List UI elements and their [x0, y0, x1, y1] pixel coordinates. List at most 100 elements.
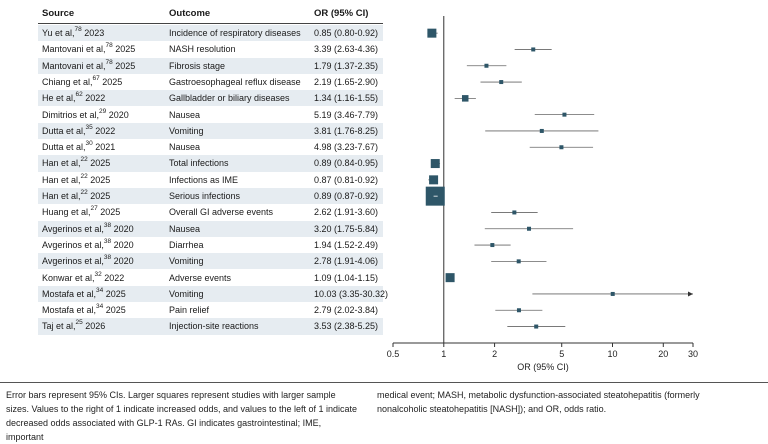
row-year: 2021 — [92, 142, 116, 153]
point-estimate — [429, 175, 439, 185]
row-author: Dutta et al, — [42, 142, 86, 153]
row-outcome: Overall GI adverse events — [169, 207, 274, 218]
row-author: Mostafa et al, — [42, 305, 97, 316]
row-year: 2025 — [99, 76, 123, 87]
x-tick-label: 0.5 — [387, 349, 400, 359]
row-author: Huang et al, — [42, 207, 91, 218]
row-or-ci: 0.89 (0.87-0.92) — [314, 191, 379, 201]
row-year: 2022 — [101, 272, 125, 283]
row-author: Han et al, — [42, 158, 81, 169]
row-outcome: Fibrosis stage — [169, 60, 226, 71]
row-source: Chiang et al,67 2025 — [42, 74, 122, 90]
header-or: OR (95% CI) — [314, 8, 369, 19]
table-row: He et al,62 2022 Gallbladder or biliary d… — [38, 90, 383, 107]
row-reference: 38 — [103, 254, 112, 262]
row-source: Konwar et al,32 2022 — [42, 270, 124, 286]
row-reference: 22 — [80, 156, 88, 164]
row-author: Yu et al, — [42, 28, 75, 38]
point-estimate — [445, 273, 455, 283]
row-or-ci: 1.09 (1.04-1.15) — [314, 272, 379, 283]
header-outcome: Outcome — [169, 8, 211, 19]
table-row: Yu et al,78 2023 Incidence of respiratory… — [38, 25, 383, 42]
row-outcome: Injection-site reactions — [169, 321, 259, 332]
point-estimate — [559, 145, 564, 150]
row-year: 2025 — [97, 207, 121, 218]
row-reference: 32 — [94, 270, 102, 278]
table-row: Dutta et al,30 2021 Nausea 4.98 (3.23-7.67… — [38, 139, 383, 155]
row-reference: 22 — [80, 172, 88, 180]
table-row: Dutta et al,35 2022 Vomiting 3.81 (1.76-8.… — [38, 122, 383, 140]
row-year: 2025 — [87, 158, 111, 169]
table-row: Chiang et al,67 2025 Gastroesophageal ref… — [38, 74, 383, 90]
x-tick-label: 5 — [559, 349, 564, 359]
row-reference: 34 — [96, 303, 104, 311]
row-or-ci: 5.19 (3.46-7.79) — [314, 109, 379, 120]
row-author: Taj et al, — [42, 321, 76, 332]
row-source: Dutta et al,35 2022 — [42, 123, 115, 139]
table-row: Mostafa et al,34 2025 Pain relief 2.79 (2.… — [38, 302, 383, 318]
row-reference: 38 — [103, 237, 112, 245]
row-author: Han et al, — [42, 191, 81, 201]
row-outcome: Adverse events — [169, 272, 232, 283]
row-reference: 78 — [105, 42, 113, 50]
row-year: 2025 — [112, 44, 136, 55]
row-or-ci: 0.89 (0.84-0.95) — [314, 158, 379, 169]
row-source: Avgerinos et al,38 2020 — [42, 237, 134, 253]
table-row: Mantovani et al,78 2025 Fibrosis stage 1.7… — [38, 57, 383, 74]
point-estimate — [610, 291, 615, 296]
row-author: Avgerinos et al, — [42, 223, 104, 234]
table-row: Konwar et al,32 2022 Adverse events 1.09 (… — [38, 270, 383, 286]
x-tick-label: 10 — [607, 349, 617, 359]
point-estimate — [430, 159, 440, 169]
row-source: Mantovani et al,78 2025 — [42, 58, 135, 74]
row-outcome: Vomiting — [169, 125, 204, 136]
row-outcome: Infections as IME — [169, 174, 239, 185]
row-year: 2026 — [82, 321, 106, 332]
row-or-ci: 0.87 (0.81-0.92) — [314, 174, 379, 185]
row-outcome: Vomiting — [169, 288, 204, 299]
row-reference: 30 — [85, 140, 93, 148]
x-tick-label: 30 — [688, 349, 698, 359]
row-reference: 67 — [92, 74, 100, 82]
point-estimate — [427, 28, 437, 38]
point-estimate — [539, 128, 544, 133]
point-estimate — [562, 112, 567, 117]
point-estimate — [461, 95, 469, 102]
table-row: Huang et al,27 2025 Overall GI adverse ev… — [38, 204, 383, 220]
row-reference: 78 — [74, 26, 82, 33]
footnote-left: Error bars represent 95% CIs. Larger squ… — [6, 390, 358, 442]
row-outcome: Gastroesophageal reflux disease — [169, 76, 301, 87]
row-author: Mantovani et al, — [42, 60, 106, 71]
footnote-divider — [0, 382, 768, 383]
point-estimate — [516, 259, 521, 264]
x-tick-label: 20 — [658, 349, 668, 359]
row-or-ci: 2.62 (1.91-3.60) — [314, 207, 379, 218]
row-outcome: Incidence of respiratory diseases — [169, 28, 301, 38]
point-estimate — [527, 226, 532, 231]
row-source: Avgerinos et al,38 2020 — [42, 253, 134, 269]
row-outcome: Serious infections — [169, 191, 241, 201]
row-or-ci: 3.39 (2.63-4.36) — [314, 44, 379, 55]
table-row: Taj et al,25 2026 Injection-site reaction… — [38, 318, 383, 335]
row-source: Han et al,22 2025 — [42, 172, 110, 188]
row-reference: 35 — [85, 123, 93, 131]
row-outcome: Diarrhea — [169, 239, 204, 250]
table-row: Avgerinos et al,38 2020 Vomiting 2.78 (1.9… — [38, 253, 383, 270]
point-estimate — [512, 210, 517, 215]
row-source: Yu et al,78 2023 — [42, 25, 104, 41]
ci-arrow — [688, 291, 693, 297]
x-tick-label: 2 — [492, 349, 497, 359]
row-or-ci: 0.85 (0.80-0.92) — [314, 28, 379, 38]
table-row: Han et al,22 2025 Serious infections 0.89 … — [38, 188, 383, 205]
x-tick-label: 1 — [441, 349, 446, 359]
row-author: Dutta et al, — [42, 125, 86, 136]
row-outcome: Total infections — [169, 158, 229, 169]
row-source: Dimitrios et al,29 2020 — [42, 107, 129, 123]
table-row: Han et al,22 2025 Infections as IME 0.87 (… — [38, 172, 383, 188]
header-divider — [38, 23, 383, 24]
row-author: Han et al, — [42, 174, 81, 185]
row-year: 2023 — [81, 28, 105, 38]
row-reference: 27 — [90, 205, 98, 213]
row-reference: 78 — [105, 58, 113, 66]
row-outcome: Nausea — [169, 142, 201, 153]
